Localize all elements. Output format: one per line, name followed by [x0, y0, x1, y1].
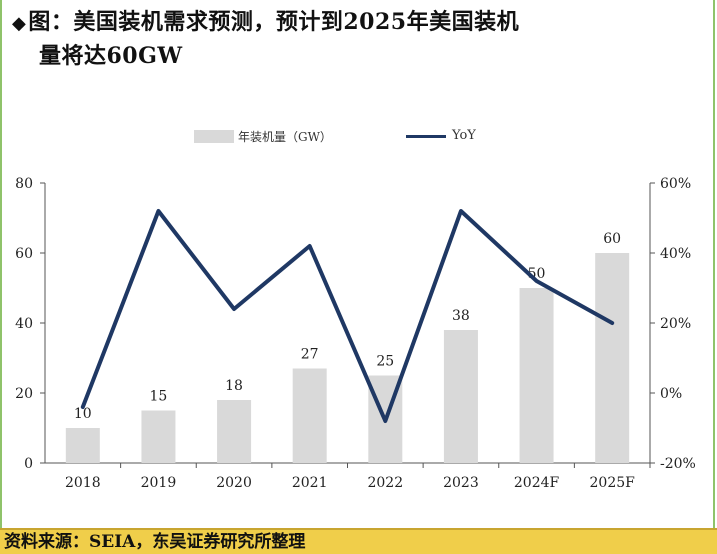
y-left-tick-label: 80	[15, 176, 33, 192]
figure-title: ◆图：美国装机需求预测，预计到2025年美国装机 量将达60GW	[12, 6, 702, 72]
x-tick-label: 2022	[367, 475, 403, 491]
bar-data-label: 38	[452, 308, 470, 324]
x-tick-label: 2020	[216, 475, 252, 491]
y-right-tick-label: 40%	[660, 246, 691, 262]
y-left-tick-label: 60	[15, 246, 33, 262]
y-left-tick-label: 20	[15, 386, 33, 402]
x-tick-label: 2023	[443, 475, 479, 491]
bar-data-label: 18	[225, 378, 243, 394]
bar	[141, 410, 176, 463]
bar	[65, 428, 100, 463]
x-tick-label: 2024F	[514, 475, 560, 491]
legend-bar-swatch	[194, 130, 234, 143]
y-right-tick-label: 20%	[660, 316, 691, 332]
bar	[292, 368, 327, 463]
y-right-tick-label: -20%	[660, 456, 696, 472]
bar	[443, 330, 478, 463]
x-tick-label: 2018	[65, 475, 101, 491]
title-line-1: 图：美国装机需求预测，预计到2025年美国装机	[28, 9, 520, 35]
bar-data-label: 10	[74, 406, 92, 422]
x-tick-label: 2019	[141, 475, 177, 491]
y-right-tick-label: 60%	[660, 176, 691, 192]
bar-data-label: 27	[301, 347, 319, 363]
source-text: 资料来源：SEIA，东吴证券研究所整理	[4, 532, 306, 552]
yoy-line	[80, 209, 615, 423]
bar	[217, 400, 252, 463]
x-tick-label: 2025F	[590, 475, 636, 491]
source-footer: 资料来源：SEIA，东吴证券研究所整理	[0, 528, 717, 554]
y-right-tick-label: 0%	[660, 386, 682, 402]
diamond-icon: ◆	[12, 13, 27, 34]
bar-data-label: 60	[603, 231, 621, 247]
chart-legend: 年装机量（GW） YoY	[0, 125, 717, 147]
legend-bar-label: 年装机量（GW）	[238, 130, 332, 144]
legend-line-swatch	[406, 135, 446, 138]
y-left-tick-label: 0	[24, 456, 33, 472]
title-line-2: 量将达60GW	[39, 43, 183, 69]
bar-data-label: 15	[150, 389, 168, 405]
y-left-tick-label: 40	[15, 316, 33, 332]
bar	[519, 288, 554, 463]
x-tick-label: 2021	[292, 475, 328, 491]
bar-data-label: 25	[376, 354, 394, 370]
bar	[595, 253, 630, 463]
legend-line-label: YoY	[452, 128, 476, 143]
